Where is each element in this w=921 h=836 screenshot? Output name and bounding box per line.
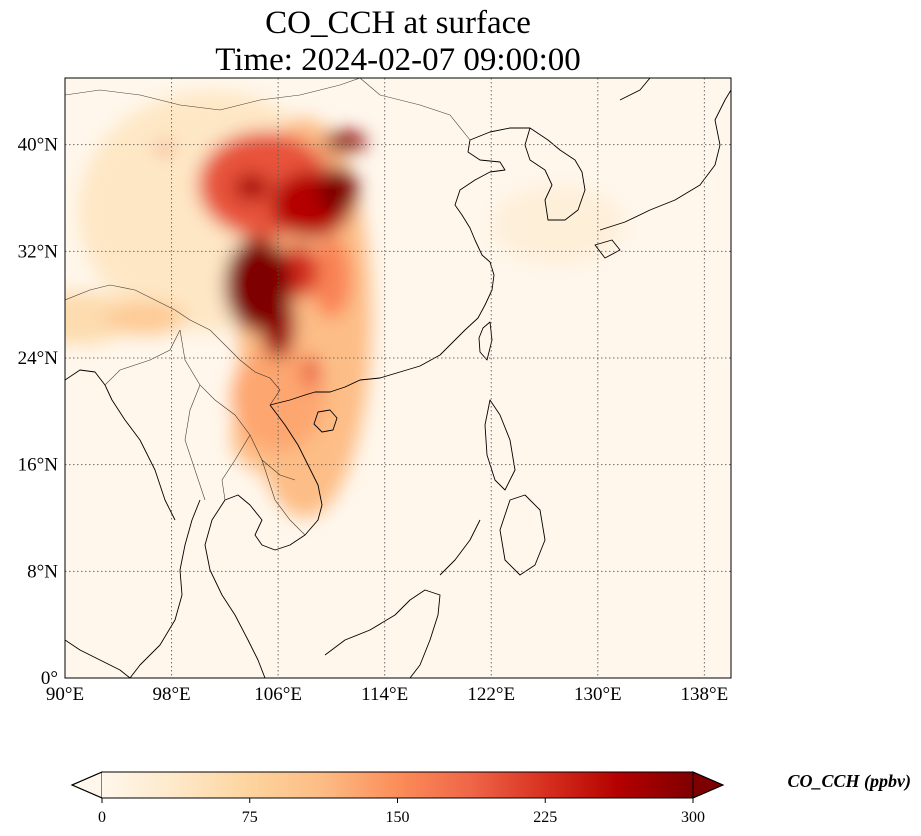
map-title-line1: CO_CCH at surface bbox=[265, 5, 531, 41]
map-frame bbox=[64, 77, 732, 679]
coastlines bbox=[65, 78, 731, 678]
concentration-blob bbox=[323, 131, 367, 153]
latitude-tick-label: 24°N bbox=[18, 348, 59, 369]
latitude-tick-label: 40°N bbox=[18, 135, 59, 156]
colorbar-tick-label: 300 bbox=[681, 809, 705, 826]
map-panel bbox=[65, 78, 731, 678]
longitude-tick-label: 114°E bbox=[361, 684, 408, 705]
colorbar: 0 75 150 225 300 CO_CCH (ppbv) bbox=[70, 771, 912, 826]
latitude-tick-label: 16°N bbox=[18, 455, 59, 476]
concentration-blob bbox=[311, 238, 352, 318]
gridlines bbox=[65, 78, 731, 678]
longitude-tick-label: 98°E bbox=[152, 684, 190, 705]
concentration-blob bbox=[65, 291, 132, 345]
longitude-tick-label: 130°E bbox=[574, 684, 622, 705]
concentration-blob bbox=[318, 167, 359, 216]
longitude-tick-label: 90°E bbox=[46, 684, 84, 705]
concentration-blob bbox=[491, 184, 625, 265]
colorbar-extend-high bbox=[692, 771, 725, 799]
country-borders bbox=[65, 78, 471, 536]
latitude-tick-label: 8°N bbox=[27, 561, 58, 582]
longitude-tick-label: 138°E bbox=[681, 684, 729, 705]
concentration-blob bbox=[156, 144, 173, 153]
colorbar-tick-label: 225 bbox=[533, 809, 557, 826]
colorbar-label: CO_CCH (ppbv) bbox=[788, 771, 912, 792]
colorbar-body bbox=[102, 772, 693, 798]
colorbar-extend-low bbox=[70, 771, 103, 799]
colorbar-tick-label: 150 bbox=[386, 809, 410, 826]
latitude-tick-label: 0° bbox=[41, 668, 58, 689]
map-title-line2: Time: 2024-02-07 09:00:00 bbox=[215, 42, 580, 78]
longitude-tick-label: 122°E bbox=[467, 684, 515, 705]
latitude-tick-labels: 0° 8°N 16°N 24°N 32°N 40°N bbox=[18, 135, 59, 689]
concentration-blob bbox=[234, 174, 269, 201]
concentration-blob bbox=[303, 355, 320, 388]
longitude-tick-labels: 90°E 98°E 106°E 114°E 122°E 130°E 138°E bbox=[46, 684, 728, 705]
colorbar-tick-label: 75 bbox=[242, 809, 258, 826]
concentration-blob bbox=[104, 300, 185, 336]
longitude-tick-label: 106°E bbox=[254, 684, 302, 705]
colorbar-ticks: 0 75 150 225 300 bbox=[98, 798, 705, 826]
latitude-tick-label: 32°N bbox=[18, 241, 59, 262]
concentration-blob bbox=[224, 237, 292, 332]
colorbar-tick-label: 0 bbox=[98, 809, 106, 826]
